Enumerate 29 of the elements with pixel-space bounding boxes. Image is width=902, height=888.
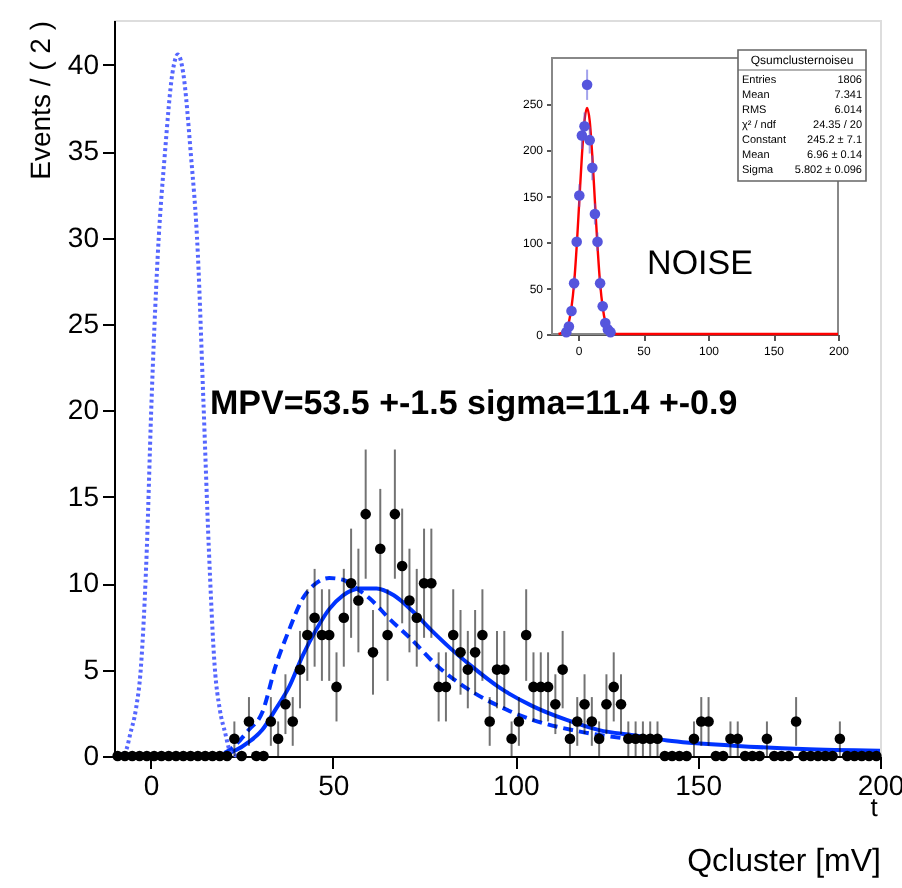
point [576, 130, 588, 141]
y-tick-label: 30 [67, 220, 100, 253]
point [589, 208, 601, 220]
point [579, 121, 590, 132]
point [563, 321, 575, 332]
y-axis-title: Events / ( 2 ) [23, 21, 56, 180]
annotation: MPV=53.5 +-1.5 sigma=11.4 +-0.9 [210, 384, 738, 422]
y-tick-label: 15 [67, 479, 100, 512]
y-tick-label: 10 [67, 566, 100, 599]
point [587, 162, 598, 174]
x-tick-label: 0 [143, 769, 160, 801]
x-axis-title: Qcluster [mV] [687, 845, 881, 879]
point [592, 236, 603, 247]
y-tick-label: 40 [67, 47, 100, 80]
x-tick-label: 150 [675, 769, 723, 801]
text: t [870, 792, 879, 822]
point [568, 277, 580, 289]
x-tick-label: 50 [318, 769, 350, 801]
point [581, 79, 593, 91]
point [594, 277, 606, 289]
y-tick-label: 20 [67, 393, 100, 426]
point [584, 134, 595, 146]
y-tick-label: 5 [83, 652, 100, 685]
annotation: NOISE [647, 244, 753, 282]
y-tick-label: 0 [83, 739, 100, 771]
y-tick-label: 35 [67, 134, 100, 167]
point [571, 236, 582, 247]
y-tick-label: 25 [67, 307, 100, 340]
point [574, 190, 585, 201]
